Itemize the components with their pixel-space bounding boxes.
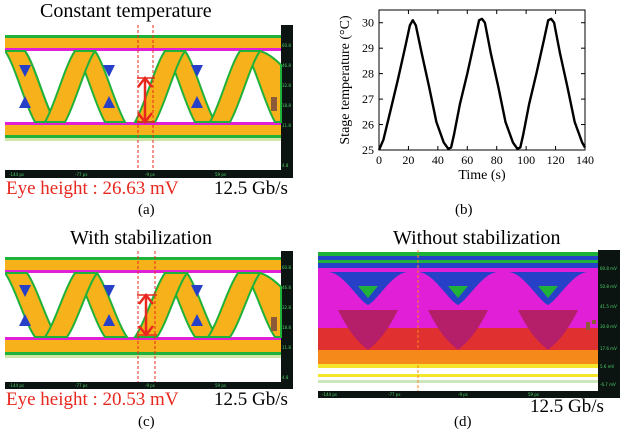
x-tick-label: 80 [491, 153, 503, 167]
svg-text:-77 ps: -77 ps [75, 383, 87, 388]
title-a: Constant temperature [40, 0, 212, 22]
x-tick-label: 60 [461, 153, 473, 167]
svg-text:4.8: 4.8 [282, 375, 289, 380]
eye-height-a: Eye height : 26.63 mV [6, 178, 179, 199]
eye-diagram-d: 60.8 mV 50.8 mV 41.5 mV 30.8 mV 17.6 mV 5.6 m… [318, 250, 620, 398]
eye-diagram-c: 60.8 46.8 32.8 18.8 11.8 4.8 -144 ps -77 ps -9 … [5, 251, 293, 389]
x-axis-label: Time (s) [458, 168, 506, 183]
svg-text:59 ps: 59 ps [215, 383, 226, 388]
x-tick-label: 120 [547, 153, 565, 167]
svg-text:-144 ps: -144 ps [9, 383, 24, 388]
svg-text:-77 ps: -77 ps [388, 392, 400, 397]
x-tick-label: 40 [432, 153, 444, 167]
svg-text:30.8 mV: 30.8 mV [600, 324, 617, 329]
x-tick-label: 20 [402, 153, 414, 167]
svg-text:32.8: 32.8 [282, 83, 291, 88]
svg-text:60.8: 60.8 [282, 265, 291, 270]
svg-text:18.8: 18.8 [282, 325, 291, 330]
data-rate-c: 12.5 Gb/s [214, 389, 288, 410]
svg-text:11.8: 11.8 [282, 345, 291, 350]
title-c: With stabilization [70, 227, 212, 249]
title-d: Without stabilization [393, 227, 561, 249]
eye-height-c: Eye height : 20.53 mV [6, 389, 179, 410]
svg-text:60.8: 60.8 [282, 43, 291, 48]
y-axis-label: Stage temperature (°C) [338, 15, 353, 145]
svg-text:11.8: 11.8 [282, 123, 291, 128]
y-tick-label: 28 [362, 67, 374, 81]
x-tick-label: 140 [576, 153, 594, 167]
svg-text:50.8 mV: 50.8 mV [600, 284, 617, 289]
y-tick-label: 26 [362, 118, 374, 132]
caption-c: (c) [138, 414, 155, 430]
data-rate-a: 12.5 Gb/s [214, 178, 288, 199]
svg-text:18.8: 18.8 [282, 103, 291, 108]
svg-text:59 ps: 59 ps [528, 392, 539, 397]
x-tick-label: 100 [517, 153, 535, 167]
svg-text:-77 ps: -77 ps [75, 172, 87, 177]
temperature-chart: 0 20 40 60 80 100 120 140 25 26 27 28 29 30 Time (s) St… [338, 9, 594, 183]
svg-text:-9 ps: -9 ps [458, 392, 468, 397]
y-tick-label: 27 [362, 92, 374, 106]
series-line [377, 17, 587, 151]
y-tick-label: 30 [362, 16, 374, 30]
svg-text:41.5 mV: 41.5 mV [600, 304, 617, 309]
svg-text:17.6 mV: 17.6 mV [600, 346, 617, 351]
svg-text:-144 ps: -144 ps [322, 392, 337, 397]
svg-text:4.8: 4.8 [282, 163, 289, 168]
svg-text:46.8: 46.8 [282, 63, 291, 68]
svg-text:46.8: 46.8 [282, 285, 291, 290]
svg-text:60.8 mV: 60.8 mV [600, 266, 617, 271]
svg-text:-6.7 mV: -6.7 mV [600, 382, 616, 387]
svg-text:-9 ps: -9 ps [145, 172, 155, 177]
caption-d: (d) [454, 414, 472, 430]
svg-text:32.8: 32.8 [282, 305, 291, 310]
x-tick-label: 0 [376, 153, 382, 167]
svg-text:-144 ps: -144 ps [9, 172, 24, 177]
svg-text:59 ps: 59 ps [215, 172, 226, 177]
plot-area [378, 9, 586, 151]
eye-diagram-a: 60.8 46.8 32.8 18.8 11.8 4.8 -144 ps -77 ps -9 … [5, 25, 293, 178]
y-tick-label: 29 [362, 41, 374, 55]
svg-text:5.6 mV: 5.6 mV [600, 364, 615, 369]
y-tick-label: 25 [362, 143, 374, 157]
svg-text:-9 ps: -9 ps [145, 383, 155, 388]
caption-a: (a) [138, 202, 155, 218]
data-rate-d: 12.5 Gb/s [530, 396, 604, 417]
caption-b: (b) [455, 202, 473, 218]
